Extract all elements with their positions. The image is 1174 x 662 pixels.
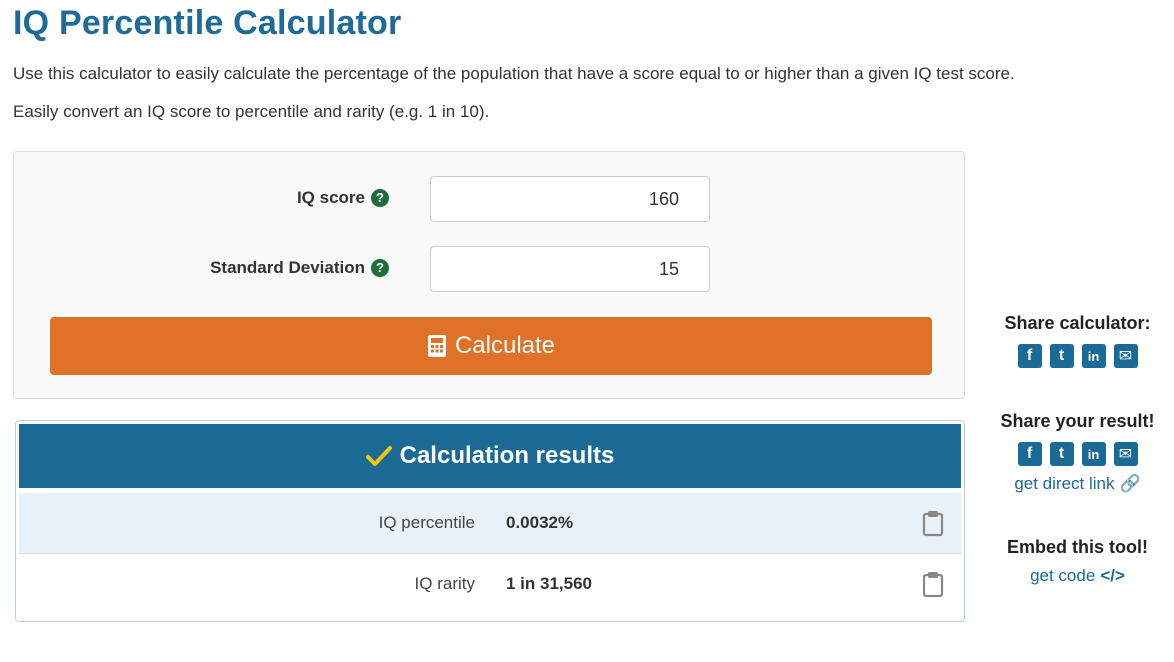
clipboard-icon[interactable] xyxy=(922,510,944,537)
calculator-icon xyxy=(427,335,446,357)
results-header-title: Calculation results xyxy=(399,442,615,469)
iq-score-label: IQ score ? xyxy=(297,188,389,208)
facebook-icon[interactable]: f xyxy=(1017,442,1042,466)
iq-score-label-text: IQ score xyxy=(296,188,365,207)
facebook-icon[interactable]: f xyxy=(1017,344,1042,368)
results-header: Calculation results xyxy=(19,424,961,488)
embed-section: Embed this tool! get code </> xyxy=(985,537,1170,586)
checkmark-icon xyxy=(365,446,392,466)
linkedin-icon[interactable]: in xyxy=(1081,442,1106,466)
email-icon[interactable]: ✉ xyxy=(1113,442,1138,466)
calculate-button[interactable]: Calculate xyxy=(50,317,932,375)
standard-deviation-input[interactable] xyxy=(430,246,710,292)
share-result-heading: Share your result! xyxy=(1000,411,1155,431)
page-title: IQ Percentile Calculator xyxy=(13,4,402,42)
embed-heading: Embed this tool! xyxy=(1007,537,1148,557)
embed-code-label: get code xyxy=(1030,566,1096,585)
direct-link[interactable]: get direct link 🔗 xyxy=(1014,474,1140,494)
calculate-button-label: Calculate xyxy=(454,332,556,359)
share-icons: f t in ✉ xyxy=(985,344,1170,368)
direct-link-label: get direct link xyxy=(1014,474,1115,493)
standard-deviation-label-text: Standard Deviation xyxy=(210,258,365,277)
share-calculator-heading: Share calculator: xyxy=(1004,313,1151,333)
code-icon: </> xyxy=(1100,566,1125,585)
twitter-icon[interactable]: t xyxy=(1049,344,1074,368)
clipboard-icon[interactable] xyxy=(922,571,944,598)
help-icon[interactable]: ? xyxy=(371,189,389,207)
twitter-icon[interactable]: t xyxy=(1049,442,1074,466)
result-value: 1 in 31,560 xyxy=(506,574,593,593)
result-row-rarity: IQ rarity 1 in 31,560 xyxy=(19,554,961,614)
email-icon[interactable]: ✉ xyxy=(1113,344,1138,368)
result-row-percentile: IQ percentile 0.0032% xyxy=(19,493,961,554)
intro-text-secondary: Easily convert an IQ score to percentile… xyxy=(13,102,490,121)
share-calculator-section: Share calculator: f t in ✉ xyxy=(985,313,1170,368)
link-icon: 🔗 xyxy=(1119,474,1141,493)
share-result-section: Share your result! f t in ✉ get direct l… xyxy=(985,411,1170,494)
help-icon[interactable]: ? xyxy=(371,259,389,277)
intro-text: Use this calculator to easily calculate … xyxy=(13,64,1015,83)
result-value: 0.0032% xyxy=(506,513,574,532)
embed-code-link[interactable]: get code </> xyxy=(1030,566,1125,586)
results-panel: Calculation results IQ percentile 0.0032… xyxy=(15,420,965,622)
result-label: IQ percentile xyxy=(378,513,475,532)
standard-deviation-label: Standard Deviation ? xyxy=(210,258,389,278)
result-label: IQ rarity xyxy=(414,574,475,593)
share-icons: f t in ✉ xyxy=(985,442,1170,466)
calculator-form: IQ score ? Standard Deviation ? Calculat… xyxy=(13,151,965,399)
iq-score-input[interactable] xyxy=(430,176,710,222)
linkedin-icon[interactable]: in xyxy=(1081,344,1106,368)
